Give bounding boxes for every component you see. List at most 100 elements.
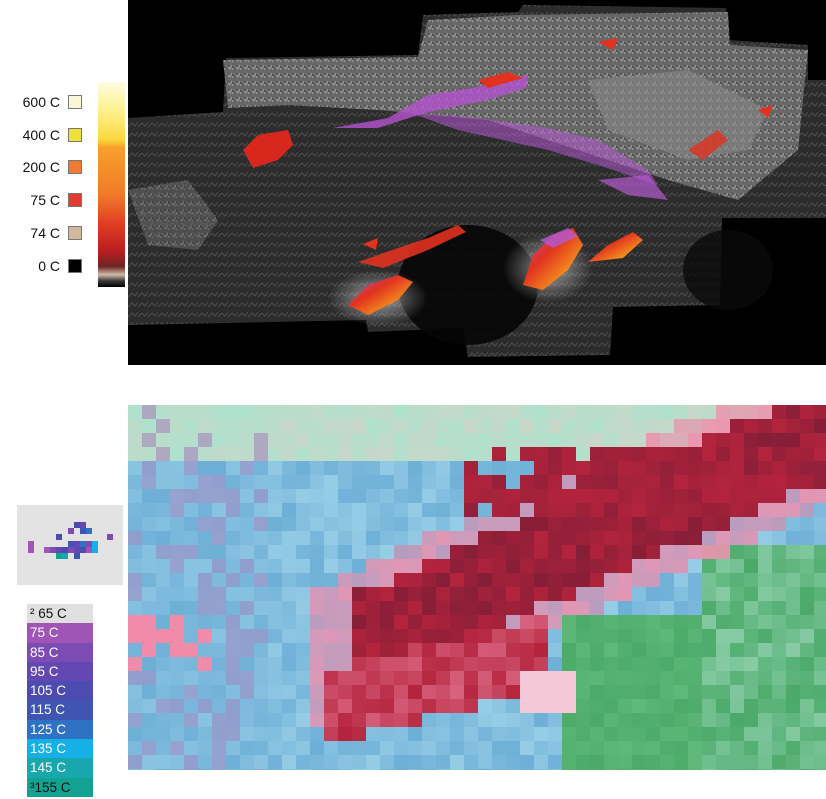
image-pixel [128,405,142,419]
image-pixel [478,531,492,545]
image-pixel [282,559,296,573]
image-pixel [590,713,604,727]
image-pixel [688,657,702,671]
image-pixel [576,685,590,699]
image-pixel [800,419,814,433]
image-pixel [282,755,296,769]
image-pixel [646,405,660,419]
image-pixel [786,433,800,447]
image-pixel [156,629,170,643]
image-pixel [646,517,660,531]
image-pixel [646,419,660,433]
image-pixel [520,629,534,643]
image-pixel [254,447,268,461]
image-pixel [408,727,422,741]
image-pixel [548,419,562,433]
image-pixel [688,503,702,517]
image-pixel [422,517,436,531]
image-pixel [170,433,184,447]
image-pixel [814,741,826,755]
image-pixel [464,461,478,475]
image-pixel [520,419,534,433]
image-pixel [646,447,660,461]
image-pixel [366,419,380,433]
image-pixel [604,685,618,699]
temperature-color-ramp [98,82,125,287]
image-pixel [156,489,170,503]
image-pixel [352,517,366,531]
image-pixel [562,433,576,447]
image-pixel [786,727,800,741]
image-pixel [296,615,310,629]
image-pixel [296,559,310,573]
image-pixel [660,629,674,643]
image-pixel [716,615,730,629]
image-pixel [520,755,534,769]
image-pixel [800,447,814,461]
image-pixel [548,531,562,545]
image-pixel [142,461,156,475]
image-pixel [478,489,492,503]
image-pixel [646,601,660,615]
image-pixel [394,643,408,657]
image-pixel [646,685,660,699]
image-pixel [674,629,688,643]
image-pixel [352,503,366,517]
image-pixel [184,587,198,601]
image-pixel [436,531,450,545]
image-pixel [618,433,632,447]
image-pixel [268,629,282,643]
image-pixel [800,643,814,657]
image-pixel [548,629,562,643]
image-pixel [506,461,520,475]
image-pixel [492,475,506,489]
image-pixel [184,419,198,433]
image-pixel [324,559,338,573]
image-pixel [450,713,464,727]
image-pixel [758,545,772,559]
image-pixel [282,601,296,615]
image-pixel [744,461,758,475]
image-pixel [562,685,576,699]
image-pixel [674,475,688,489]
image-pixel [772,503,786,517]
image-pixel [562,405,576,419]
image-pixel [310,769,324,770]
image-pixel [618,587,632,601]
image-pixel [184,545,198,559]
image-pixel [394,419,408,433]
image-pixel [226,433,240,447]
image-pixel [492,671,506,685]
image-pixel [226,657,240,671]
image-pixel [184,713,198,727]
image-pixel [198,447,212,461]
image-pixel [520,601,534,615]
image-pixel [338,615,352,629]
image-pixel [814,615,826,629]
image-pixel [604,601,618,615]
image-pixel [156,615,170,629]
image-pixel [576,601,590,615]
image-pixel [394,517,408,531]
image-pixel [730,671,744,685]
image-pixel [254,741,268,755]
image-pixel [506,685,520,699]
image-pixel [674,685,688,699]
image-pixel [366,769,380,770]
image-pixel [436,741,450,755]
image-pixel [688,587,702,601]
image-pixel [394,601,408,615]
image-pixel [142,601,156,615]
image-pixel [338,419,352,433]
fire-front [598,38,618,50]
image-pixel [240,657,254,671]
image-pixel [436,755,450,769]
image-pixel [492,713,506,727]
image-pixel [240,517,254,531]
image-pixel [758,587,772,601]
image-pixel [142,545,156,559]
fire-front [478,72,523,88]
image-pixel [142,587,156,601]
image-pixel [408,741,422,755]
image-pixel [716,447,730,461]
